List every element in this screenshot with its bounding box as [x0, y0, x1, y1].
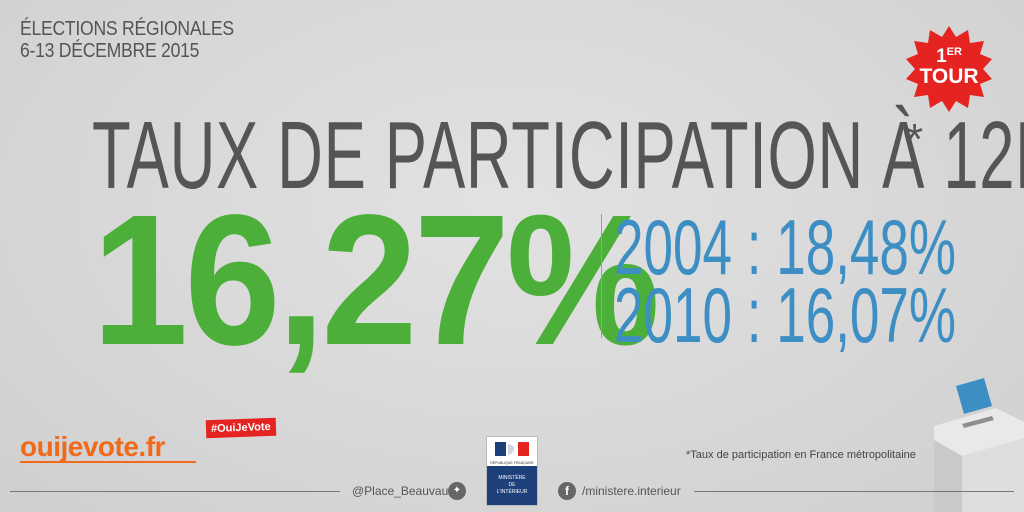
starburst-icon [906, 26, 992, 112]
ministry-logo: RÉPUBLIQUE FRANÇAISE MINISTÈRE DE L'INTÉ… [486, 436, 538, 506]
round-word: TOUR [919, 65, 979, 88]
ministry-line-2: DE [508, 482, 516, 488]
ballot-box-icon [934, 378, 1024, 512]
headline-title: TAUX DE PARTICIPATION À 12H [92, 102, 1024, 209]
header-line-1: ÉLECTIONS RÉGIONALES [20, 18, 234, 40]
footer-rule-right [694, 491, 1014, 492]
divider-line [601, 214, 602, 338]
ministry-line-3: L'INTÉRIEUR [496, 489, 528, 495]
footer-rule-left [10, 491, 340, 492]
history-2010: 2010 : 16,07% [614, 271, 957, 359]
hashtag-badge: #OuiJeVote [205, 417, 277, 439]
round-number: 1ER [936, 46, 962, 67]
ministry-line-1: MINISTÈRE [498, 475, 526, 481]
republic-label: RÉPUBLIQUE FRANÇAISE [490, 461, 534, 465]
twitter-handle[interactable]: @Place_Beauvau [352, 484, 449, 498]
ministry-band [487, 466, 537, 505]
twitter-bird-icon[interactable]: ✦ [448, 482, 466, 500]
site-logo-underline [20, 461, 196, 463]
facebook-f-icon[interactable]: f [558, 482, 576, 500]
history-2004: 2004 : 18,48% [614, 203, 957, 291]
facebook-page[interactable]: /ministere.interieur [582, 484, 681, 498]
participation-rate: 16,27% [92, 177, 660, 384]
header-line-2: 6-13 DÉCEMBRE 2015 [20, 40, 200, 62]
headline-asterisk: * [906, 115, 924, 164]
marianne-logo [495, 442, 529, 456]
footnote: *Taux de participation en France métropo… [686, 449, 916, 461]
site-logo[interactable]: ouijevote.fr [20, 431, 165, 462]
election-header: ÉLECTIONS RÉGIONALES 6-13 DÉCEMBRE 2015 [20, 18, 263, 62]
first-round-badge: 1ER TOUR [906, 26, 992, 112]
